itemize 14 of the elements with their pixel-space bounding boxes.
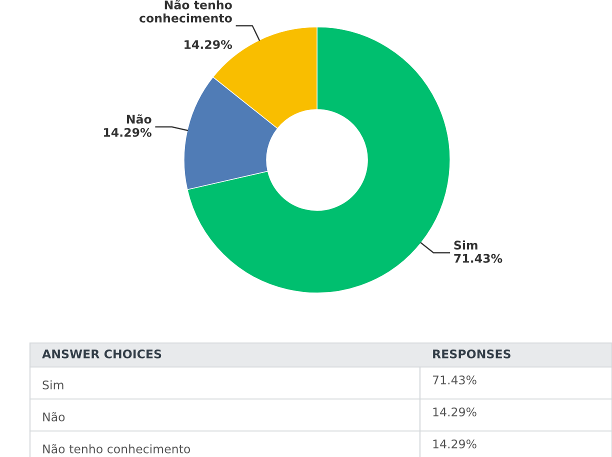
text: 14.29% [433, 439, 476, 448]
slice-label: Não [126, 114, 152, 124]
data-label: 14.29% [184, 40, 232, 50]
category-label: Sim [42, 380, 64, 390]
text: 14.29% [433, 407, 476, 416]
data-label: 71.43% [454, 254, 502, 263]
category-label: Não tenho conhecimento [43, 444, 190, 454]
text: RESPONSES [433, 349, 510, 358]
data-label: 14.29% [104, 128, 152, 137]
slice-label: Sim [454, 240, 478, 250]
slice-label: Não tenho conhecimento [140, 0, 232, 23]
text: 71.43% [432, 375, 476, 384]
text: ANSWER CHOICES [42, 349, 162, 358]
category-label: Não [43, 412, 65, 422]
